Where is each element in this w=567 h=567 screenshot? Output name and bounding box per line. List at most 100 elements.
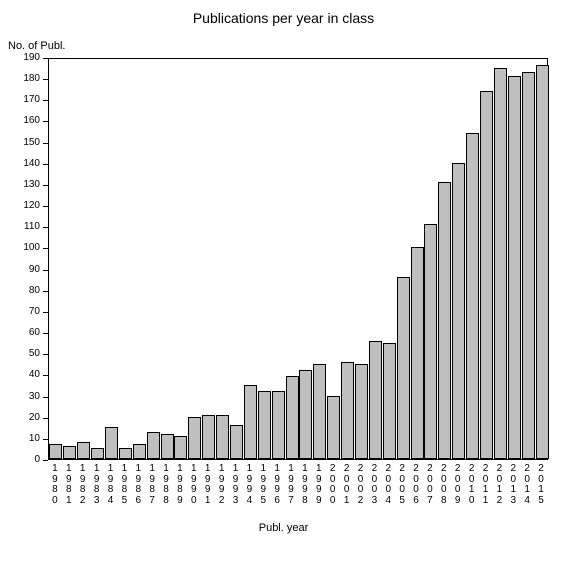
bar xyxy=(508,76,521,459)
x-tick-label: 2004 xyxy=(381,464,395,506)
y-tick-label: 10 xyxy=(0,433,40,444)
bar xyxy=(397,277,410,459)
x-tick-label: 1996 xyxy=(270,464,284,506)
bar xyxy=(452,163,465,459)
bar xyxy=(411,247,424,459)
x-tick-label: 2010 xyxy=(465,464,479,506)
y-tick-label: 160 xyxy=(0,115,40,126)
x-tick-label: 2005 xyxy=(395,464,409,506)
x-tick-label: 1998 xyxy=(298,464,312,506)
x-tick-label: 2000 xyxy=(326,464,340,506)
y-tick-label: 40 xyxy=(0,369,40,380)
plot-area xyxy=(48,58,548,460)
bar xyxy=(91,448,104,459)
x-tick-label: 1987 xyxy=(145,464,159,506)
x-tick-label: 1993 xyxy=(229,464,243,506)
chart-title: Publications per year in class xyxy=(0,10,567,26)
x-tick-label: 1991 xyxy=(201,464,215,506)
x-tick-label: 1983 xyxy=(90,464,104,506)
bar xyxy=(272,391,285,459)
x-tick-label: 1990 xyxy=(187,464,201,506)
x-tick-label: 1982 xyxy=(76,464,90,506)
y-tick-mark xyxy=(43,185,48,186)
y-tick-mark xyxy=(43,248,48,249)
bar xyxy=(216,415,229,459)
bar xyxy=(258,391,271,459)
y-tick-mark xyxy=(43,291,48,292)
x-tick-label: 2008 xyxy=(437,464,451,506)
x-tick-label: 1980 xyxy=(48,464,62,506)
y-tick-label: 180 xyxy=(0,73,40,84)
y-tick-mark xyxy=(43,143,48,144)
x-tick-label: 2013 xyxy=(506,464,520,506)
x-tick-label: 2001 xyxy=(340,464,354,506)
x-tick-label: 1989 xyxy=(173,464,187,506)
y-tick-label: 60 xyxy=(0,327,40,338)
x-tick-label: 1984 xyxy=(104,464,118,506)
x-tick-label: 2009 xyxy=(451,464,465,506)
y-tick-label: 140 xyxy=(0,158,40,169)
bar xyxy=(494,68,507,459)
x-tick-label: 2007 xyxy=(423,464,437,506)
bar xyxy=(341,362,354,459)
x-tick-label: 2006 xyxy=(409,464,423,506)
x-tick-label: 1992 xyxy=(215,464,229,506)
bar xyxy=(286,376,299,459)
y-tick-label: 130 xyxy=(0,179,40,190)
bar xyxy=(63,446,76,459)
y-tick-mark xyxy=(43,375,48,376)
x-tick-label: 1994 xyxy=(242,464,256,506)
x-tick-label: 1985 xyxy=(117,464,131,506)
bar xyxy=(119,448,132,459)
y-tick-mark xyxy=(43,164,48,165)
y-tick-label: 120 xyxy=(0,200,40,211)
y-tick-label: 170 xyxy=(0,94,40,105)
bar xyxy=(299,370,312,459)
chart-container: Publications per year in class No. of Pu… xyxy=(0,0,567,567)
y-tick-mark xyxy=(43,397,48,398)
y-tick-mark xyxy=(43,270,48,271)
x-tick-label: 2011 xyxy=(479,464,493,506)
x-tick-label: 1981 xyxy=(62,464,76,506)
y-tick-label: 30 xyxy=(0,391,40,402)
bar xyxy=(313,364,326,459)
x-axis-title: Publ. year xyxy=(0,522,567,534)
bar xyxy=(230,425,243,459)
bar xyxy=(327,396,340,459)
y-tick-label: 110 xyxy=(0,221,40,232)
y-tick-mark xyxy=(43,58,48,59)
y-tick-mark xyxy=(43,460,48,461)
y-tick-label: 150 xyxy=(0,137,40,148)
x-tick-label: 1997 xyxy=(284,464,298,506)
bar xyxy=(161,434,174,459)
y-tick-mark xyxy=(43,418,48,419)
x-tick-label: 1988 xyxy=(159,464,173,506)
y-tick-mark xyxy=(43,79,48,80)
x-tick-label: 1995 xyxy=(256,464,270,506)
bar xyxy=(522,72,535,459)
y-tick-label: 100 xyxy=(0,242,40,253)
x-tick-label: 2015 xyxy=(534,464,548,506)
y-tick-mark xyxy=(43,333,48,334)
y-tick-label: 70 xyxy=(0,306,40,317)
y-tick-mark xyxy=(43,312,48,313)
bar xyxy=(49,444,62,459)
x-tick-label: 2012 xyxy=(492,464,506,506)
bar xyxy=(188,417,201,459)
x-tick-label: 2002 xyxy=(354,464,368,506)
y-tick-label: 50 xyxy=(0,348,40,359)
bar xyxy=(480,91,493,459)
bar xyxy=(369,341,382,459)
y-tick-mark xyxy=(43,227,48,228)
y-tick-mark xyxy=(43,354,48,355)
y-tick-mark xyxy=(43,439,48,440)
y-tick-label: 0 xyxy=(0,454,40,465)
bar xyxy=(438,182,451,459)
bar xyxy=(383,343,396,459)
bar xyxy=(424,224,437,459)
bar xyxy=(244,385,257,459)
bar xyxy=(133,444,146,459)
y-tick-mark xyxy=(43,121,48,122)
bar xyxy=(466,133,479,459)
y-tick-label: 190 xyxy=(0,52,40,63)
